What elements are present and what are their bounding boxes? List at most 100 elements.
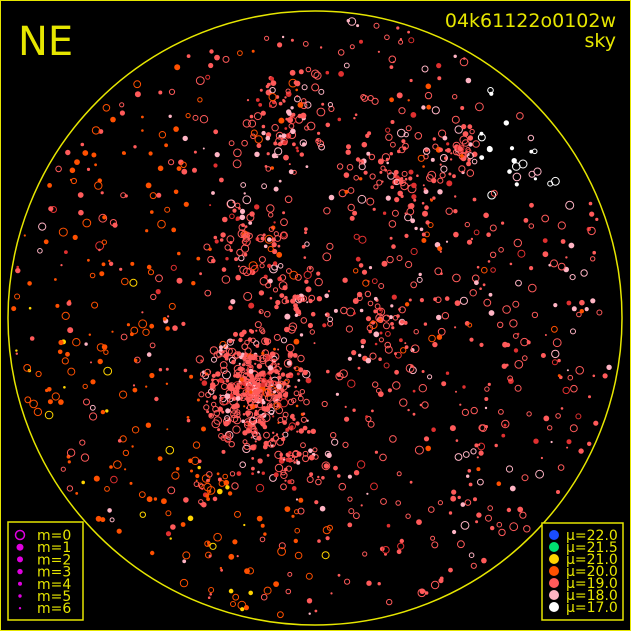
- star-marker: [439, 250, 442, 253]
- star-marker: [240, 396, 244, 400]
- star-marker: [441, 381, 447, 387]
- star-marker: [240, 607, 245, 612]
- star-marker: [466, 474, 470, 478]
- star-marker: [277, 611, 284, 619]
- star-marker: [119, 110, 125, 116]
- star-marker: [353, 117, 356, 120]
- star-marker: [293, 80, 298, 85]
- star-marker: [300, 317, 308, 324]
- star-marker: [398, 306, 406, 314]
- star-marker: [149, 342, 156, 349]
- star-marker: [247, 400, 254, 407]
- star-marker: [167, 315, 170, 318]
- star-marker: [470, 406, 478, 415]
- star-marker: [195, 76, 205, 85]
- star-marker: [479, 287, 482, 291]
- star-marker: [249, 386, 253, 389]
- star-marker: [389, 65, 394, 69]
- star-marker: [365, 415, 372, 423]
- star-marker: [255, 389, 261, 395]
- star-marker: [254, 440, 257, 443]
- star-marker: [38, 222, 47, 231]
- star-marker: [80, 453, 90, 462]
- star-marker: [284, 378, 290, 384]
- star-marker: [437, 189, 443, 195]
- star-marker: [352, 408, 356, 412]
- chart-title: 04k61122o0102w: [445, 10, 616, 32]
- star-marker: [571, 306, 577, 312]
- star-marker: [121, 277, 129, 286]
- star-marker: [370, 482, 378, 491]
- star-marker: [566, 446, 569, 449]
- orientation-label: NE: [18, 19, 73, 65]
- star-marker: [255, 397, 259, 401]
- star-marker: [448, 511, 453, 515]
- star-marker: [414, 445, 424, 455]
- star-marker: [550, 259, 558, 268]
- star-marker: [569, 274, 576, 281]
- star-marker: [488, 292, 493, 297]
- star-marker: [77, 192, 84, 198]
- star-marker: [251, 466, 255, 471]
- star-marker: [484, 425, 488, 429]
- star-marker: [119, 267, 123, 271]
- star-marker: [131, 445, 134, 448]
- star-marker: [192, 167, 197, 173]
- star-marker: [158, 90, 163, 95]
- star-marker: [390, 120, 395, 124]
- star-marker: [225, 347, 233, 355]
- star-marker: [72, 234, 78, 240]
- star-marker: [265, 166, 272, 172]
- star-marker: [360, 159, 364, 163]
- star-marker: [228, 305, 233, 311]
- star-marker: [269, 409, 275, 416]
- star-marker: [408, 169, 414, 175]
- star-marker: [355, 157, 361, 162]
- star-marker: [356, 291, 363, 298]
- star-marker: [193, 481, 200, 488]
- star-marker: [502, 305, 511, 314]
- star-marker: [343, 172, 350, 178]
- star-marker: [264, 406, 271, 412]
- star-marker: [431, 106, 440, 115]
- star-marker: [277, 372, 280, 376]
- star-marker: [119, 102, 125, 108]
- star-marker: [464, 321, 470, 326]
- star-marker: [490, 267, 496, 273]
- star-marker: [262, 389, 271, 398]
- star-marker: [242, 237, 251, 247]
- star-marker: [209, 204, 212, 207]
- star-marker: [261, 351, 265, 355]
- star-marker: [384, 341, 392, 349]
- size-legend-label: m=1: [37, 540, 71, 556]
- star-marker: [214, 239, 219, 244]
- star-marker: [282, 98, 285, 102]
- star-marker: [224, 415, 231, 422]
- star-marker: [234, 202, 241, 209]
- star-marker: [284, 479, 287, 482]
- star-marker: [263, 431, 270, 439]
- star-marker: [291, 486, 297, 491]
- star-marker: [396, 92, 403, 99]
- star-marker: [189, 374, 194, 379]
- star-marker: [258, 310, 262, 314]
- star-marker: [466, 152, 474, 160]
- star-marker: [330, 432, 337, 439]
- star-marker: [569, 424, 578, 433]
- star-marker: [274, 304, 279, 310]
- star-marker: [239, 461, 246, 469]
- star-marker: [69, 178, 73, 181]
- star-marker: [514, 360, 524, 369]
- star-marker: [391, 244, 396, 249]
- star-marker: [402, 146, 407, 151]
- star-marker: [275, 406, 284, 415]
- star-marker: [298, 428, 304, 434]
- star-marker: [16, 265, 20, 269]
- star-marker: [292, 353, 298, 358]
- star-marker: [445, 371, 450, 375]
- star-marker: [236, 555, 239, 558]
- star-marker: [178, 159, 184, 166]
- star-marker: [124, 468, 127, 471]
- star-marker: [227, 347, 237, 357]
